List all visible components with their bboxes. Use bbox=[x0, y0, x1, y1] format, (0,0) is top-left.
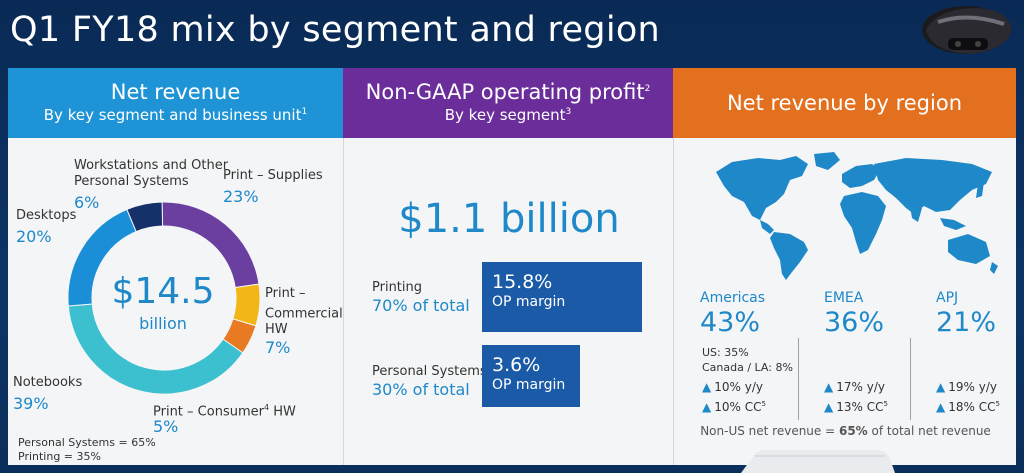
printing-share-note: Printing = 35% bbox=[18, 450, 101, 463]
op-printing-label: Printing bbox=[372, 280, 423, 295]
apj-label: APJ bbox=[936, 290, 959, 306]
region-panel: Americas 43% US: 35% Canada / LA: 8% ▲ 10… bbox=[673, 138, 1016, 465]
americas-label: Americas bbox=[700, 290, 766, 306]
non-us-revenue-note: Non-US net revenue = 65% of total net re… bbox=[700, 424, 991, 438]
americas-pct: 43% bbox=[700, 307, 761, 338]
op-printing-unit: OP margin bbox=[492, 294, 566, 310]
commercial-pct: 7% bbox=[265, 338, 291, 357]
desktops-pct: 20% bbox=[16, 227, 52, 246]
americas-yy: ▲ 10% y/y bbox=[702, 380, 763, 394]
arrow-up-icon: ▲ bbox=[936, 400, 946, 414]
arrow-up-icon: ▲ bbox=[824, 400, 834, 414]
americas-us: US: 35% bbox=[702, 346, 749, 359]
apj-cc: ▲ 18% CC5 bbox=[936, 400, 1000, 414]
consumer-label: Print – Consumer4 HW bbox=[153, 403, 296, 420]
net-revenue-panel: $14.5 billion Workstations and Other Per… bbox=[8, 138, 348, 465]
op-printing-box: 15.8% OP margin bbox=[482, 262, 642, 332]
op-ps-box: 3.6% OP margin bbox=[482, 345, 580, 407]
ps-share-note: Personal Systems = 65% bbox=[18, 436, 156, 449]
donut-slice-print-commercial-hw bbox=[232, 283, 261, 327]
arrow-up-icon: ▲ bbox=[702, 400, 712, 414]
op-profit-panel: $1.1 billion Printing 70% of total 15.8%… bbox=[343, 138, 673, 465]
donut-slice-workstations-and-other-personal-systems bbox=[126, 201, 164, 233]
supplies-pct: 23% bbox=[223, 187, 259, 206]
emea-label: EMEA bbox=[824, 290, 864, 306]
region-divider bbox=[910, 338, 911, 420]
revenue-total: $14.5 bbox=[111, 271, 215, 312]
op-ps-margin: 3.6% bbox=[492, 354, 541, 376]
tablet-device-icon bbox=[741, 450, 895, 473]
americas-canada-la: Canada / LA: 8% bbox=[702, 361, 793, 374]
net-revenue-subtitle: By key segment and business unit1 bbox=[43, 106, 308, 124]
op-profit-subtitle: By key segment3 bbox=[444, 106, 572, 124]
region-title: Net revenue by region bbox=[726, 91, 963, 115]
op-printing-margin: 15.8% bbox=[492, 271, 553, 293]
op-ps-unit: OP margin bbox=[492, 377, 566, 393]
arrow-up-icon: ▲ bbox=[936, 380, 946, 394]
region-divider bbox=[798, 338, 799, 420]
notebooks-pct: 39% bbox=[13, 394, 49, 413]
op-ps-share: 30% of total bbox=[372, 380, 470, 399]
arrow-up-icon: ▲ bbox=[702, 380, 712, 394]
desktops-label: Desktops bbox=[16, 208, 77, 223]
arrow-up-icon: ▲ bbox=[824, 380, 834, 394]
emea-cc: ▲ 13% CC5 bbox=[824, 400, 888, 414]
region-header: Net revenue by region bbox=[673, 68, 1016, 138]
revenue-donut-chart bbox=[67, 201, 261, 395]
page-title: Q1 FY18 mix by segment and region bbox=[10, 10, 661, 50]
consumer-pct: 5% bbox=[153, 417, 179, 436]
op-ps-label: Personal Systems bbox=[372, 364, 487, 379]
supplies-label: Print – Supplies bbox=[223, 168, 323, 183]
workstations-label: Workstations and Other Personal Systems bbox=[74, 158, 229, 189]
op-profit-title: Non-GAAP operating profit2 bbox=[365, 80, 651, 104]
workstations-pct: 6% bbox=[74, 193, 100, 212]
op-printing-share: 70% of total bbox=[372, 296, 470, 315]
vr-headset-icon bbox=[922, 6, 1012, 54]
op-total: $1.1 billion bbox=[398, 196, 620, 242]
americas-cc: ▲ 10% CC5 bbox=[702, 400, 766, 414]
notebooks-label: Notebooks bbox=[13, 375, 83, 390]
revenue-total-unit: billion bbox=[139, 314, 187, 333]
world-map-icon bbox=[716, 152, 998, 280]
apj-pct: 21% bbox=[936, 307, 997, 338]
net-revenue-header: Net revenue By key segment and business … bbox=[8, 68, 343, 138]
op-profit-header: Non-GAAP operating profit2 By key segmen… bbox=[343, 68, 673, 138]
commercial-label: Print – Commercial4 HW bbox=[265, 286, 348, 338]
emea-yy: ▲ 17% y/y bbox=[824, 380, 885, 394]
net-revenue-title: Net revenue bbox=[110, 80, 241, 104]
apj-yy: ▲ 19% y/y bbox=[936, 380, 997, 394]
emea-pct: 36% bbox=[824, 307, 885, 338]
